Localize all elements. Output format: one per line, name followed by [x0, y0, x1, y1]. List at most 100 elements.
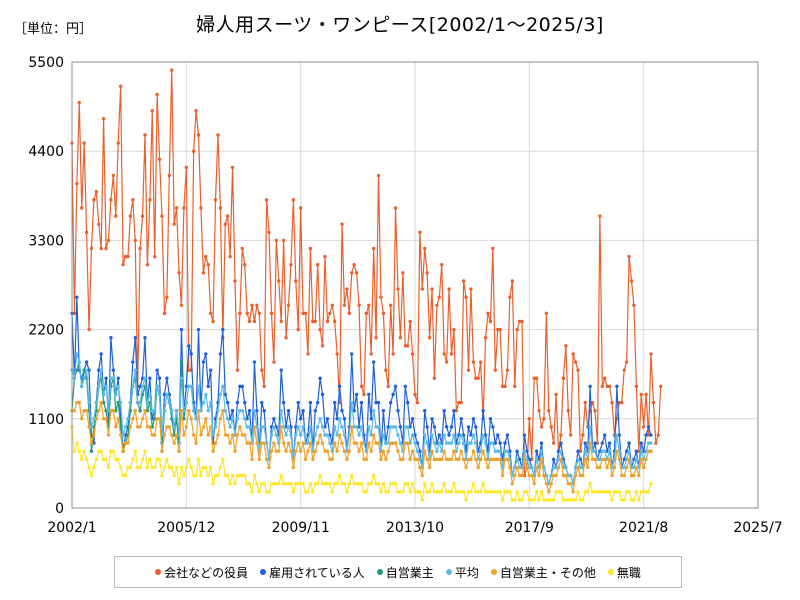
data-point	[313, 433, 317, 437]
data-point	[595, 441, 600, 445]
data-point	[644, 449, 648, 453]
data-point	[316, 263, 320, 267]
data-point	[359, 481, 364, 486]
data-point	[218, 417, 223, 421]
data-point	[461, 457, 466, 462]
data-point	[189, 417, 193, 421]
data-point	[593, 457, 597, 462]
data-point	[99, 449, 103, 453]
data-point	[607, 449, 612, 453]
data-point	[418, 457, 422, 462]
data-point	[430, 417, 434, 421]
data-point	[457, 490, 461, 494]
data-point	[308, 441, 313, 445]
data-point	[325, 319, 330, 324]
data-point	[454, 457, 459, 462]
data-point	[267, 230, 271, 234]
data-point	[123, 433, 128, 437]
data-point	[286, 408, 291, 413]
data-point	[359, 441, 364, 445]
data-point	[561, 376, 566, 380]
data-point	[352, 425, 356, 429]
data-point	[474, 457, 478, 462]
data-point	[172, 473, 176, 478]
data-point	[306, 449, 310, 453]
data-point	[398, 457, 403, 462]
data-point	[255, 441, 259, 445]
data-point	[367, 425, 371, 429]
data-point	[381, 449, 386, 453]
data-point	[269, 425, 274, 429]
data-point	[418, 230, 422, 234]
data-point	[211, 481, 215, 486]
data-point	[247, 481, 252, 486]
data-point	[637, 498, 641, 502]
data-point	[337, 433, 342, 437]
data-point	[131, 198, 135, 202]
data-point	[311, 457, 315, 462]
data-point	[464, 457, 468, 462]
data-point	[444, 441, 449, 445]
data-point	[211, 433, 215, 437]
data-point	[556, 457, 561, 462]
data-point	[153, 433, 157, 437]
data-point	[337, 473, 342, 478]
data-point	[659, 384, 663, 389]
data-point	[162, 392, 167, 397]
unit-label: ［単位：円］	[14, 22, 93, 37]
data-point	[260, 481, 264, 486]
data-point	[444, 360, 449, 364]
data-point	[165, 376, 169, 380]
data-point	[503, 490, 507, 494]
data-point	[447, 433, 451, 437]
data-point	[381, 433, 386, 437]
data-point	[286, 303, 291, 307]
data-point	[517, 457, 522, 462]
data-point	[206, 263, 210, 267]
data-point	[432, 376, 437, 380]
data-point	[279, 408, 283, 413]
data-point	[133, 408, 137, 413]
data-point	[128, 425, 133, 429]
data-point	[306, 352, 310, 356]
data-point	[126, 441, 130, 445]
data-point	[187, 384, 191, 389]
data-point	[651, 400, 656, 405]
data-point	[177, 271, 181, 275]
data-point	[247, 319, 252, 324]
data-point	[143, 408, 147, 413]
data-point	[131, 360, 135, 364]
data-point	[289, 433, 293, 437]
data-point	[148, 376, 152, 380]
data-point	[624, 490, 629, 494]
data-point	[335, 433, 339, 437]
data-point	[352, 263, 356, 267]
data-point	[160, 473, 164, 478]
data-point	[615, 449, 619, 453]
legend-label: 雇用されている人	[269, 565, 365, 580]
data-point	[89, 473, 94, 478]
data-point	[92, 465, 96, 470]
data-point	[566, 498, 570, 502]
data-point	[174, 465, 179, 470]
data-point	[274, 433, 279, 437]
data-point	[610, 400, 614, 405]
data-point	[564, 498, 568, 502]
data-point	[172, 425, 176, 429]
data-point	[116, 417, 120, 421]
data-point	[483, 336, 488, 340]
data-point	[328, 433, 332, 437]
data-point	[481, 449, 485, 453]
data-point	[352, 408, 356, 413]
data-point	[101, 392, 106, 397]
data-point	[182, 473, 186, 478]
data-point	[369, 417, 373, 421]
data-point	[622, 465, 626, 470]
data-point	[627, 441, 631, 445]
data-point	[427, 490, 432, 494]
data-point	[157, 457, 162, 462]
data-point	[72, 449, 77, 453]
data-point	[598, 449, 602, 453]
data-point	[617, 449, 622, 453]
data-point	[639, 441, 643, 445]
